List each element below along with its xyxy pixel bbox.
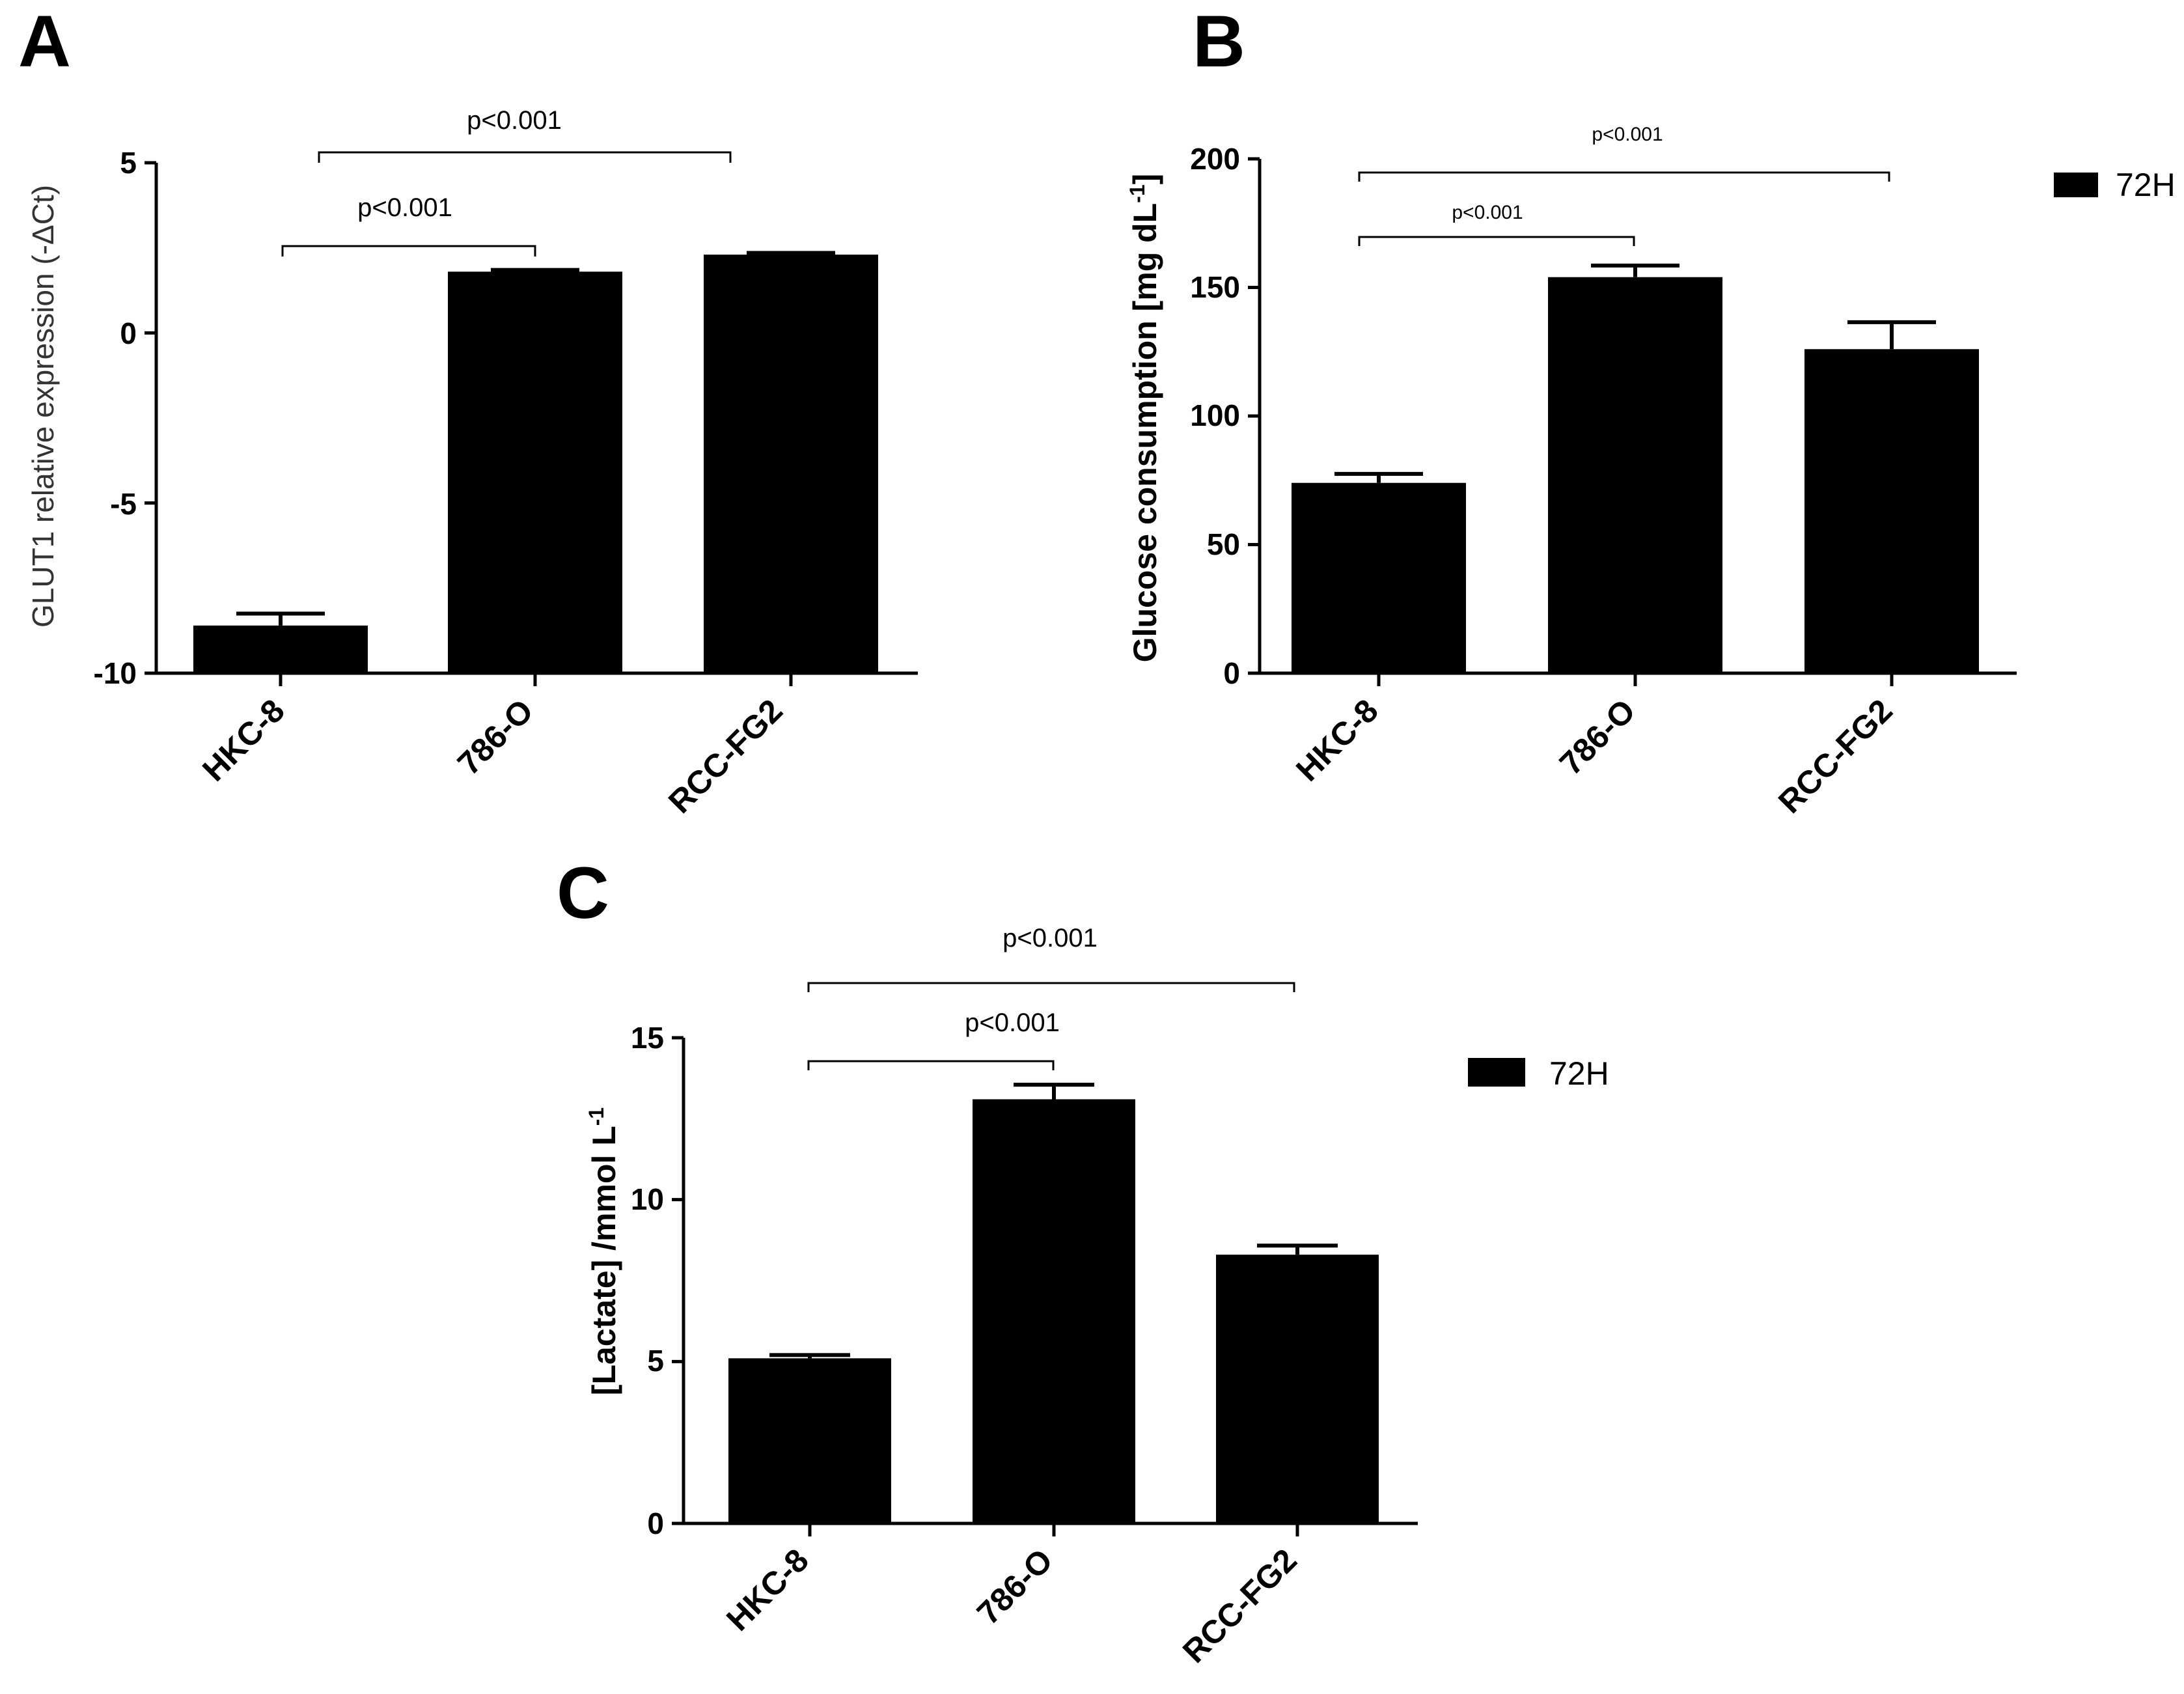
x-tick-label-b-3: RCC-FG2 [1771,692,1900,820]
panel-a: A GLUT1 relative expression (-ΔCt) 5 0 -… [18,1,918,820]
bar-c-2 [973,1099,1135,1523]
panel-b: B Glucose consumption [mg dL-1] 200 150 … [1126,1,2176,820]
y-axis-title-a: GLUT1 relative expression (-ΔCt) [26,185,60,628]
y-tick-label-c-4: 0 [647,1507,664,1540]
y-axis-title-b-main: Glucose consumption [mg dL [1127,203,1163,663]
y-tick-label-a-1: 5 [120,146,137,180]
panel-label-c: C [557,852,609,934]
bar-b-1 [1292,482,1466,673]
x-tick-label-c-3: RCC-FG2 [1176,1542,1304,1670]
bar-a-3 [704,255,878,673]
sig-bracket-b-1 [1358,236,1635,246]
x-tick-label-a-3: RCC-FG2 [661,692,790,820]
legend-label-b: 72H [2116,167,2176,203]
sig-label-a-1: p<0.001 [357,193,452,222]
sig-label-b-2: p<0.001 [1592,124,1663,145]
y-axis-title-c: [Lactate] /mmol L-1 [585,1107,622,1395]
x-tick-label-b-1: HKC-8 [1289,692,1385,788]
panel-label-b: B [1193,1,1245,82]
y-tick-label-a-2: 0 [120,316,137,350]
bar-c-3 [1216,1255,1379,1523]
plot-area-b [1248,157,1979,686]
bar-b-3 [1804,349,1979,673]
x-tick-label-b-2: 786-O [1553,692,1642,782]
y-axis-title-b: Glucose consumption [mg dL-1] [1126,174,1163,663]
legend-swatch-b [2054,173,2098,197]
sig-label-c-1: p<0.001 [965,1008,1060,1037]
x-tick-label-c-2: 786-O [970,1542,1060,1632]
plot-area-a [145,151,878,686]
y-axis-title-c-superscript: -1 [585,1107,608,1126]
bar-b-2 [1548,277,1722,673]
y-tick-label-b-1: 200 [1190,142,1240,176]
y-axis-title-b-end: ] [1127,174,1163,185]
x-tick-label-c-1: HKC-8 [719,1542,816,1638]
y-tick-label-a-3: -5 [110,487,137,521]
bar-a-2 [448,271,622,674]
sig-bracket-a-2 [318,151,732,163]
sig-label-c-2: p<0.001 [1002,924,1098,952]
y-axis-title-c-main: [Lactate] /mmol L [586,1126,622,1395]
y-tick-label-b-2: 150 [1190,270,1240,304]
y-tick-label-c-3: 5 [647,1344,664,1378]
y-tick-label-b-5: 0 [1223,656,1240,690]
sig-label-a-2: p<0.001 [467,106,562,135]
y-tick-label-c-1: 15 [631,1021,664,1055]
legend-label-c: 72H [1549,1055,1609,1092]
bar-a-1 [193,625,368,673]
y-tick-label-c-2: 10 [631,1182,664,1216]
sig-bracket-c-1 [807,1060,1055,1070]
sig-bracket-a-1 [281,245,536,257]
x-tick-label-a-2: 786-O [450,692,540,782]
panel-c: C [Lactate] /mmol L-1 15 10 5 0 HKC-8 78… [557,852,1609,1670]
plot-area-c [672,982,1379,1536]
panel-label-a: A [18,1,71,82]
y-axis-title-b-superscript: -1 [1126,184,1149,202]
legend-swatch-c [1468,1058,1525,1087]
sig-bracket-c-2 [807,982,1295,992]
sig-label-b-1: p<0.001 [1452,202,1523,223]
y-tick-label-a-4: -10 [94,656,137,690]
sig-bracket-b-2 [1358,171,1890,182]
bar-c-1 [728,1358,891,1523]
y-tick-label-b-4: 50 [1207,527,1240,561]
x-tick-label-a-1: HKC-8 [195,692,292,788]
y-tick-label-b-3: 100 [1190,398,1240,432]
